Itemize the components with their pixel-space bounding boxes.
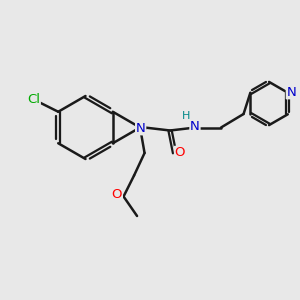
Text: N: N [286, 85, 296, 99]
Text: O: O [112, 188, 122, 202]
Text: H: H [182, 111, 190, 121]
Text: O: O [175, 146, 185, 160]
Text: Cl: Cl [27, 93, 40, 106]
Text: N: N [190, 120, 200, 134]
Text: N: N [136, 122, 146, 135]
